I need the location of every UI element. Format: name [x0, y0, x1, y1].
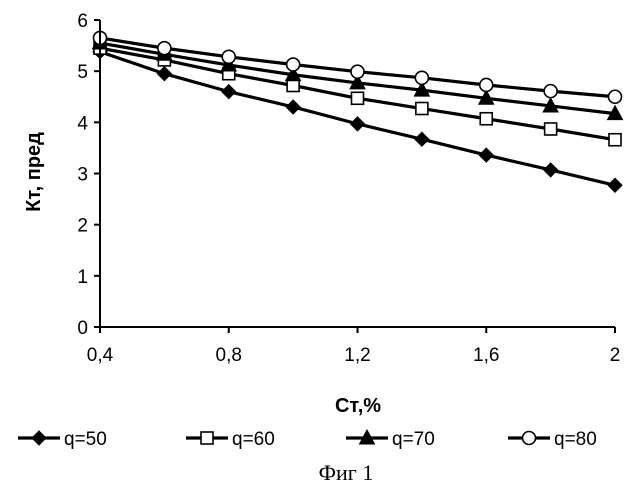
- x-tick-label: 0,8: [216, 345, 242, 366]
- data-point: [350, 64, 365, 79]
- x-tick-label: 1,2: [344, 345, 370, 366]
- x-tick-label: 1,6: [473, 345, 499, 366]
- data-point: [543, 122, 558, 136]
- y-axis: 0 1 2 3 4 5 6: [77, 11, 100, 339]
- x-tick-label: 0,4: [87, 345, 114, 366]
- data-point: [349, 116, 366, 132]
- y-tick-label: 3: [77, 165, 88, 186]
- data-point: [542, 162, 559, 178]
- data-point: [606, 104, 624, 121]
- legend: q=50 q=60 q=70 q=80: [18, 428, 597, 450]
- data-point: [414, 70, 430, 86]
- legend-item-q-50: q=50: [18, 429, 107, 450]
- data-point: [284, 65, 302, 82]
- y-tick-label: 2: [77, 216, 88, 237]
- y-axis-label: Кт, пред: [23, 132, 45, 212]
- y-tick-label: 1: [77, 267, 88, 288]
- series-q-80: [92, 30, 623, 105]
- data-point: [478, 77, 494, 93]
- legend-marker: [31, 430, 47, 446]
- data-point: [285, 99, 301, 115]
- y-tick-label: 6: [77, 11, 88, 32]
- series-q-50: [92, 44, 623, 193]
- figure-caption: Фиг 1: [319, 460, 374, 485]
- data-point: [542, 96, 559, 113]
- data-point: [607, 89, 623, 105]
- data-point: [221, 49, 237, 65]
- data-point: [607, 177, 623, 193]
- y-tick-label: 4: [77, 113, 88, 134]
- legend-marker: [521, 430, 537, 446]
- x-tick-label: 2: [610, 345, 621, 366]
- x-axis: 0,4 0,8 1,2 1,6 2: [87, 327, 621, 366]
- legend-marker: [358, 428, 376, 445]
- legend-item-q-60: q=60: [186, 429, 275, 450]
- data-point: [413, 81, 431, 97]
- legend-label: q=70: [392, 429, 435, 450]
- data-point: [477, 89, 495, 105]
- series-q-60: [93, 41, 622, 147]
- data-point: [157, 40, 172, 56]
- data-point: [156, 66, 173, 82]
- data-point: [479, 111, 494, 126]
- legend-item-q-70: q=70: [346, 428, 435, 450]
- data-point: [478, 147, 494, 163]
- data-point: [349, 73, 366, 90]
- legend-item-q-80: q=80: [508, 429, 597, 450]
- plot-area: [91, 30, 624, 193]
- data-point: [415, 101, 429, 116]
- legend-label: q=80: [554, 429, 597, 450]
- y-tick-label: 0: [77, 318, 88, 339]
- data-point: [286, 78, 300, 93]
- data-point: [350, 91, 365, 106]
- data-point: [285, 57, 301, 72]
- data-point: [543, 83, 558, 99]
- data-point: [221, 83, 237, 100]
- data-point: [414, 131, 430, 147]
- legend-label: q=60: [232, 429, 275, 450]
- legend-label: q=50: [64, 429, 107, 450]
- data-point: [608, 132, 622, 147]
- x-axis-label: Ст,%: [335, 395, 381, 417]
- legend-marker: [200, 431, 214, 445]
- y-tick-label: 5: [77, 62, 88, 83]
